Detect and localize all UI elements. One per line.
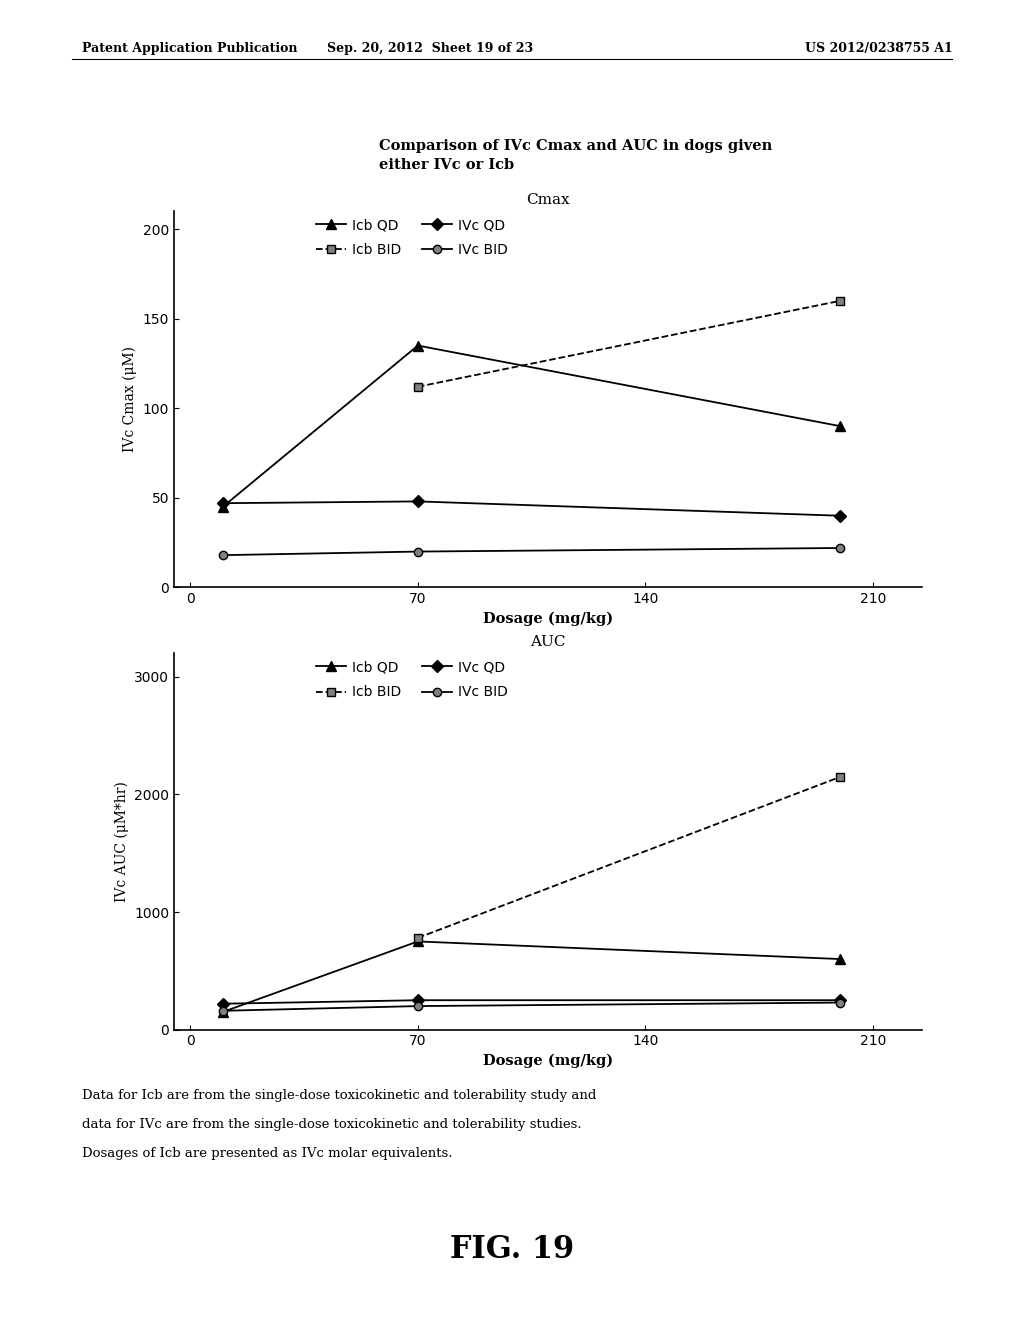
Text: data for IVc are from the single-dose toxicokinetic and tolerability studies.: data for IVc are from the single-dose to… bbox=[82, 1118, 582, 1131]
Y-axis label: IVc Cmax (μM): IVc Cmax (μM) bbox=[123, 346, 137, 453]
Text: Data for Icb are from the single-dose toxicokinetic and tolerability study and: Data for Icb are from the single-dose to… bbox=[82, 1089, 596, 1102]
X-axis label: Dosage (mg/kg): Dosage (mg/kg) bbox=[482, 611, 613, 626]
Title: AUC: AUC bbox=[530, 635, 565, 649]
Text: FIG. 19: FIG. 19 bbox=[450, 1234, 574, 1265]
Y-axis label: IVc AUC (μM*hr): IVc AUC (μM*hr) bbox=[114, 781, 129, 902]
Text: Sep. 20, 2012  Sheet 19 of 23: Sep. 20, 2012 Sheet 19 of 23 bbox=[327, 42, 534, 55]
Text: Patent Application Publication: Patent Application Publication bbox=[82, 42, 297, 55]
X-axis label: Dosage (mg/kg): Dosage (mg/kg) bbox=[482, 1053, 613, 1068]
Text: Comparison of IVc Cmax and AUC in dogs given
either IVc or Icb: Comparison of IVc Cmax and AUC in dogs g… bbox=[379, 139, 772, 172]
Legend: Icb QD, Icb BID, IVc QD, IVc BID: Icb QD, Icb BID, IVc QD, IVc BID bbox=[315, 660, 508, 700]
Legend: Icb QD, Icb BID, IVc QD, IVc BID: Icb QD, Icb BID, IVc QD, IVc BID bbox=[315, 218, 508, 257]
Title: Cmax: Cmax bbox=[526, 193, 569, 207]
Text: Dosages of Icb are presented as IVc molar equivalents.: Dosages of Icb are presented as IVc mola… bbox=[82, 1147, 453, 1160]
Text: US 2012/0238755 A1: US 2012/0238755 A1 bbox=[805, 42, 952, 55]
